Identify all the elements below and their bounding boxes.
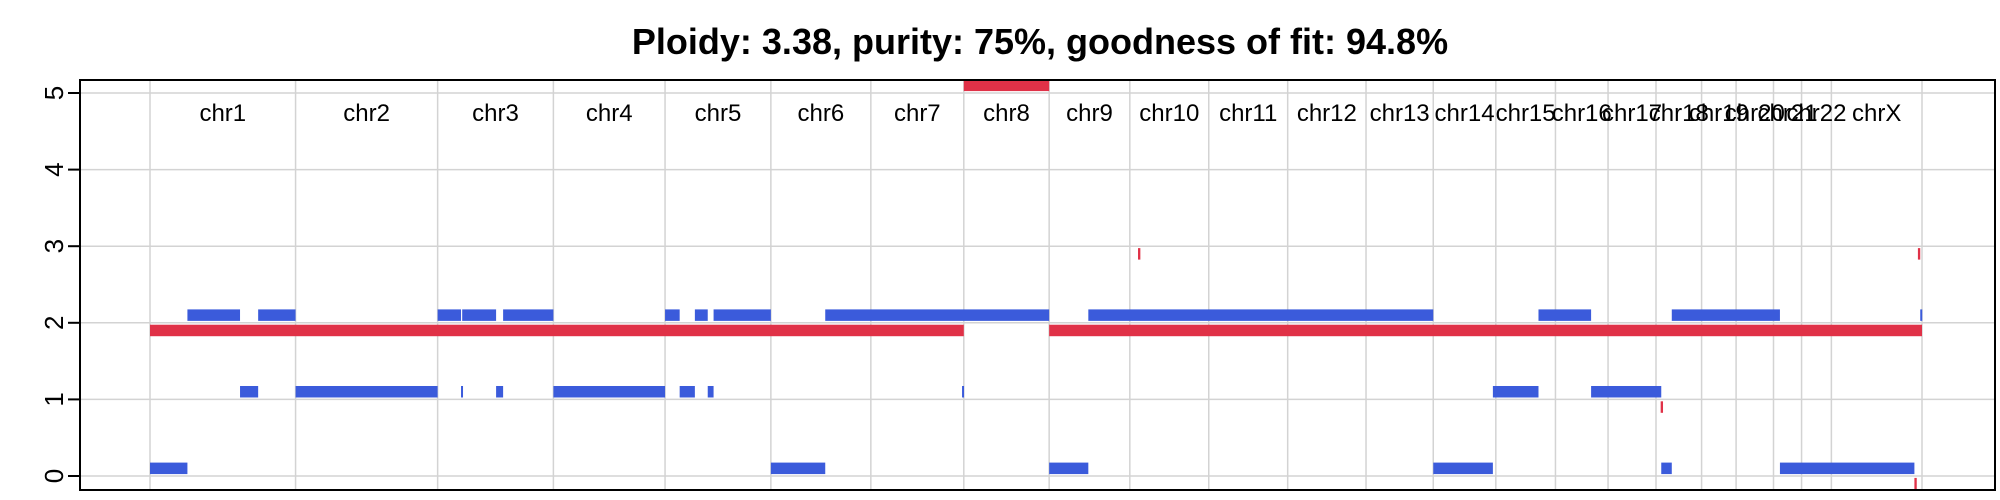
cn-segment <box>1492 385 1539 398</box>
cn-segment <box>503 309 554 321</box>
cn-segment <box>553 385 666 398</box>
cn-segment <box>1917 248 1921 260</box>
cn-segment <box>1914 477 1917 490</box>
cn-segment <box>1049 324 1922 337</box>
y-tick-label: 3 <box>39 239 69 253</box>
cn-segment <box>713 309 771 321</box>
chart-title: Ploidy: 3.38, purity: 75%, goodness of f… <box>632 21 1448 62</box>
cn-segment <box>1920 309 1923 321</box>
cn-segment <box>496 385 504 398</box>
chromosome-label: chr3 <box>472 100 519 127</box>
cn-segment <box>1591 385 1662 398</box>
chromosome-label: chr10 <box>1139 100 1199 127</box>
cn-segment <box>1433 462 1493 475</box>
grid-lines <box>80 80 1995 490</box>
cn-segment <box>679 385 695 398</box>
y-tick-label: 1 <box>39 392 69 406</box>
cn-segment <box>1088 309 1434 321</box>
chromosome-label: chr9 <box>1066 100 1113 127</box>
chromosome-label: chrX <box>1852 100 1901 127</box>
chromosome-label: chr21 <box>1758 100 1818 127</box>
cn-segment <box>1671 309 1780 321</box>
cn-segment <box>295 385 438 398</box>
cn-segment <box>462 309 497 321</box>
chromosome-label: chr7 <box>894 100 941 127</box>
chromosome-label: chr11 <box>1219 100 1277 127</box>
chromosome-label: chr2 <box>343 100 390 127</box>
cn-segment <box>1138 248 1141 260</box>
chromosome-label: chr17 <box>1602 100 1662 127</box>
y-axis: 0 1 2 3 4 5 <box>39 86 80 483</box>
cn-segment <box>770 462 826 475</box>
y-tick-label: 4 <box>39 162 69 176</box>
cn-segment <box>1660 401 1664 413</box>
cn-segment <box>1538 309 1592 321</box>
cn-segment <box>962 385 965 398</box>
chromosome-label: chr8 <box>983 100 1030 127</box>
cn-segment <box>187 309 241 321</box>
chromosome-label: chr6 <box>798 100 845 127</box>
cn-segment <box>1049 462 1089 475</box>
cn-segment <box>240 385 259 398</box>
segment-layer <box>150 79 1923 490</box>
chromosome-label: chr14 <box>1435 100 1495 127</box>
cn-segment <box>258 309 296 321</box>
chromosome-label: chr4 <box>586 100 633 127</box>
chromosome-label: chr1 <box>199 100 246 127</box>
chromosome-label: chr5 <box>695 100 742 127</box>
chromosome-labels: chr1 chr2 chr3 chr4 chr5 chr6 chr7 chr8 chr9 chr1… <box>199 100 1901 127</box>
cn-segment <box>694 309 708 321</box>
chromosome-label: chr13 <box>1370 100 1430 127</box>
chromosome-label: chr15 <box>1496 100 1556 127</box>
y-tick-label: 2 <box>39 316 69 330</box>
cn-segment <box>665 309 680 321</box>
cn-segment <box>825 309 1050 321</box>
plot-frame <box>79 79 1996 491</box>
cn-segment <box>1779 462 1915 475</box>
chromosome-label: chr20 <box>1725 100 1785 127</box>
y-tick-label: 5 <box>39 86 69 100</box>
cn-segment <box>150 324 964 337</box>
cn-segment <box>707 385 714 398</box>
cn-segment <box>437 309 462 321</box>
cn-segment <box>963 79 1050 92</box>
chromosome-label: chr16 <box>1552 100 1612 127</box>
chromosome-label: chr19 <box>1689 100 1749 127</box>
chromosome-label: chr22 <box>1786 100 1846 127</box>
cn-segment <box>1661 462 1672 475</box>
cn-segment <box>150 462 188 475</box>
chromosome-label: chr18 <box>1649 100 1709 127</box>
y-tick-label: 0 <box>39 469 69 483</box>
chromosome-label: chr12 <box>1297 100 1357 127</box>
cn-segment <box>461 385 464 398</box>
